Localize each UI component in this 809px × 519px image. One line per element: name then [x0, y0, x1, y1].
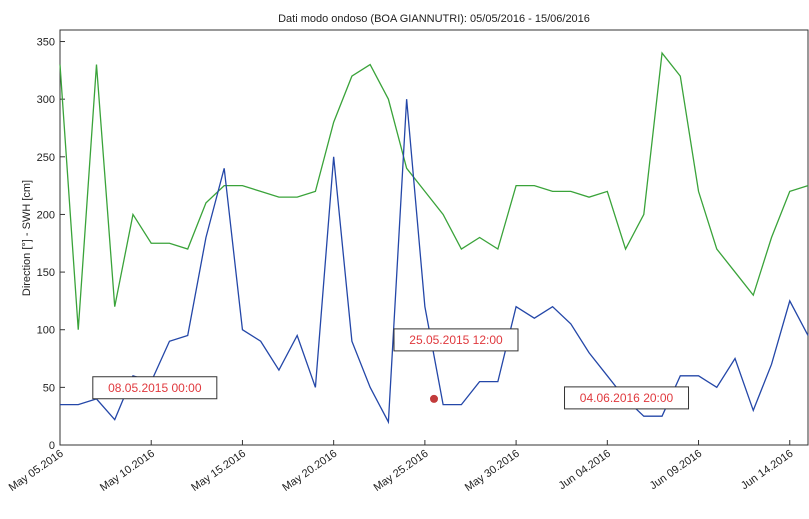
y-tick-label: 250	[37, 152, 55, 164]
annotation-text: 04.06.2016 20:00	[580, 391, 674, 405]
series-line	[60, 99, 809, 425]
y-tick-label: 0	[49, 440, 55, 452]
annotation-box	[92, 376, 218, 400]
x-tick-label: May 25.2016	[372, 448, 431, 494]
annotation-text: 08.05.2015 00:00	[108, 381, 202, 395]
x-tick-label: May 20.2016	[280, 448, 339, 494]
x-tick-label: Jun 04.2016	[557, 448, 613, 493]
chart-title: Dati modo ondoso (BOA GIANNUTRI): 05/05/…	[278, 13, 590, 25]
y-tick-label: 150	[37, 267, 55, 279]
annotation-text: 25.05.2015 12:00	[409, 333, 503, 347]
annotation-marker	[430, 394, 438, 403]
y-tick-label: 50	[43, 382, 55, 394]
x-tick-label: May 30.2016	[463, 448, 522, 494]
y-tick-label: 100	[37, 325, 55, 337]
plot-frame	[59, 29, 809, 446]
x-tick-label: Jun 09.2016	[648, 448, 704, 493]
y-tick-label: 200	[37, 209, 55, 221]
series-line	[59, 51, 809, 330]
x-tick-label: May 10.2016	[98, 448, 157, 494]
y-tick-label: 300	[37, 94, 55, 106]
annotation-box	[393, 328, 519, 352]
x-tick-label: May 05.2016	[7, 448, 66, 494]
y-axis-label: Direction [°] - SWH [cm]	[21, 180, 33, 296]
x-tick-label: May 15.2016	[189, 448, 248, 494]
x-tick-label: Jun 14.2016	[739, 448, 795, 493]
annotation-box	[564, 386, 690, 410]
y-tick-label: 350	[37, 37, 55, 49]
